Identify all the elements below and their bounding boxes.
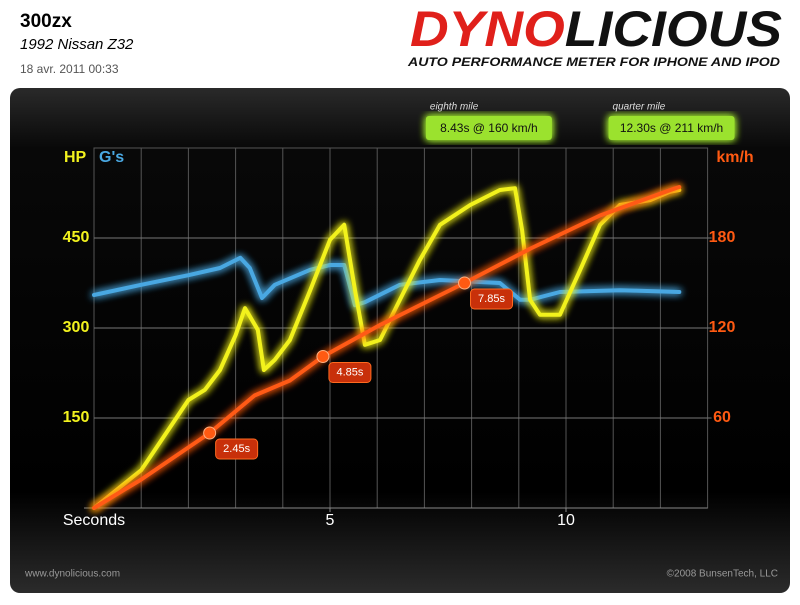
logo-part: LICIOUS — [565, 1, 782, 57]
speed-marker — [203, 426, 217, 440]
y-tick-label: 450 — [63, 229, 90, 246]
footer-right: ©2008 BunsenTech, LLC — [667, 569, 778, 580]
legend-hp: HP — [64, 149, 87, 166]
logo-part: DYNO — [410, 1, 565, 57]
y2-tick-label: 120 — [709, 319, 736, 336]
x-tick-label: 10 — [557, 512, 575, 529]
plot: 150 300 450 60 120 180 5 10 Seconds HP G's km/h eigh… — [63, 102, 754, 530]
marker-label-box — [215, 438, 259, 460]
annotation-title: eighth mile — [430, 102, 479, 113]
y2-tick-label: 60 — [713, 409, 731, 426]
y-tick-label: 150 — [63, 409, 90, 426]
series-line — [92, 186, 682, 510]
chart-panel — [10, 88, 790, 593]
y-tick-label: 300 — [63, 319, 90, 336]
speed-marker — [316, 350, 330, 363]
marker-label: 4.85s — [336, 366, 363, 378]
marker-label-box — [328, 362, 372, 383]
marker-label: 7.85s — [478, 293, 505, 305]
annotation-box — [425, 116, 552, 140]
x-tick-label: 5 — [326, 512, 335, 529]
car-name: 300zx — [20, 11, 72, 32]
series-line — [92, 185, 682, 510]
run-date: 18 avr. 2011 00:33 — [20, 62, 119, 76]
marker-label-box — [470, 288, 514, 310]
y2-axis-label: km/h — [716, 149, 753, 166]
speed-marker — [458, 276, 472, 290]
annotation: eighth mile 8.43s @ 160 km/h — [425, 102, 552, 140]
annotation-label: 8.43s @ 160 km/h — [440, 121, 538, 135]
annotation-label: 12.30s @ 211 km/h — [620, 121, 723, 135]
footer-left: www.dynolicious.com — [24, 569, 120, 580]
logo-tagline: AUTO PERFORMANCE METER FOR IPHONE AND IP… — [407, 55, 781, 69]
x-axis-label: Seconds — [63, 512, 125, 529]
marker-label: 2.45s — [223, 443, 250, 455]
annotation-box — [608, 116, 735, 140]
car-model: 1992 Nissan Z32 — [20, 36, 134, 53]
series-line — [92, 255, 682, 308]
annotation: quarter mile 12.30s @ 211 km/h — [608, 102, 735, 140]
annotation-title: quarter mile — [613, 102, 666, 113]
logo: DYNO LICIOUS — [410, 1, 782, 57]
legend-gs: G's — [99, 149, 124, 166]
y2-tick-label: 180 — [709, 229, 736, 246]
